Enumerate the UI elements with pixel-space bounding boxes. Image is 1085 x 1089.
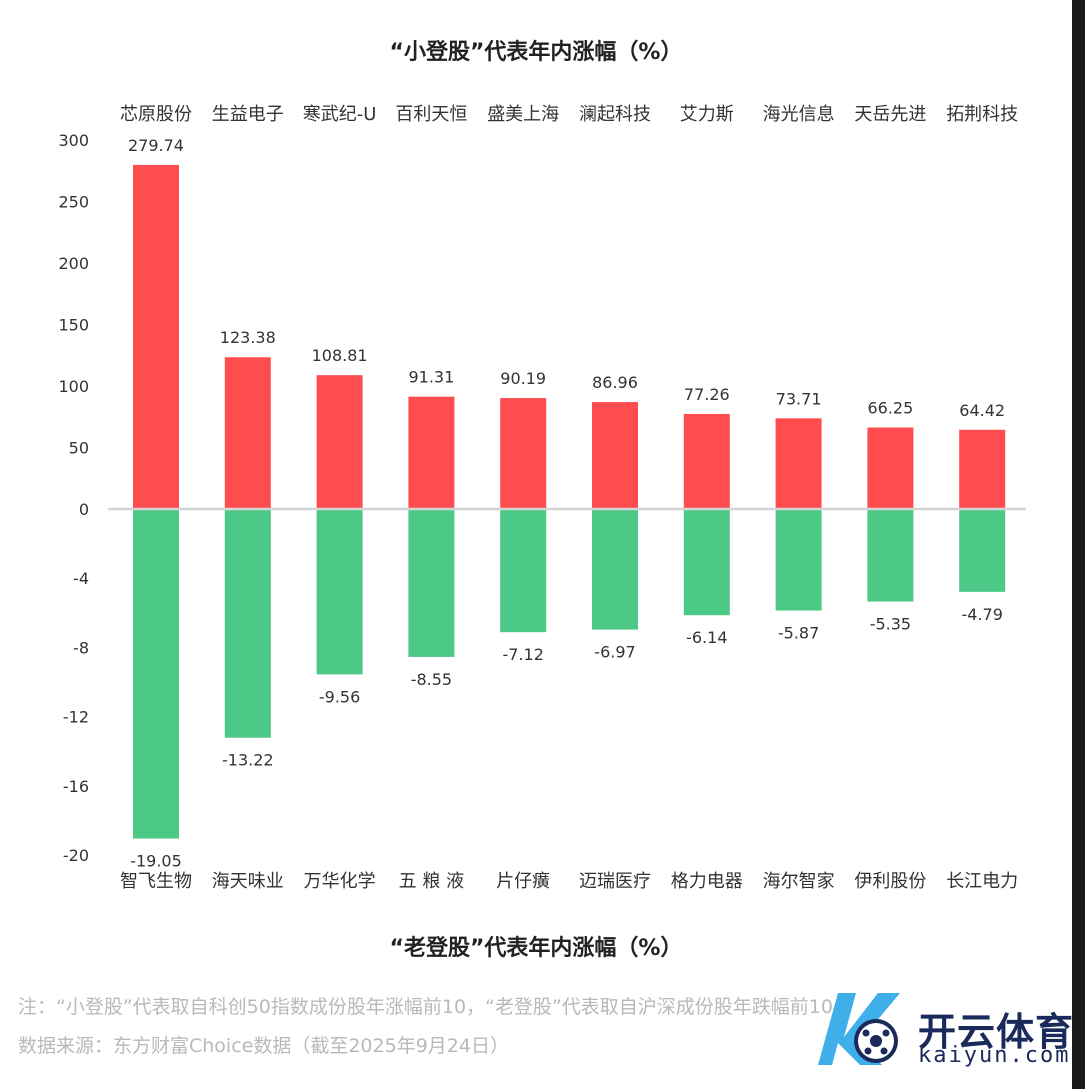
bar-positive: [683, 413, 730, 509]
data-label: -6.97: [594, 643, 635, 662]
data-label: 64.42: [959, 401, 1005, 420]
category-label: 芯原股份: [120, 104, 192, 125]
y-tick-label: 100: [58, 377, 89, 396]
bar-negative: [133, 509, 179, 839]
data-label: 73.71: [776, 389, 822, 408]
y-tick-label: 50: [69, 439, 89, 458]
category-label: 寒武纪-U: [303, 104, 377, 125]
data-label: -5.87: [778, 624, 819, 643]
category-label: 智飞生物: [120, 871, 192, 892]
category-label: 迈瑞医疗: [579, 871, 651, 892]
bar-negative: [408, 509, 455, 657]
data-label: -5.35: [870, 615, 911, 634]
data-label: 91.31: [408, 368, 454, 387]
bar-positive: [959, 429, 1006, 509]
data-label: 123.38: [220, 328, 276, 347]
bar-negative: [683, 509, 730, 616]
y-tick-label: -8: [73, 638, 89, 657]
bar-positive: [500, 398, 547, 509]
bar-positive: [592, 402, 638, 509]
footnote: 注：“小登股”代表取自科创50指数成份股年涨幅前10，“老登股”代表取自沪深成份…: [18, 996, 833, 1018]
bar-negative: [775, 509, 822, 611]
bar-chart: 0 50 100 150 200 250 300 -4 -8 -12 -16 -20 279.74 芯原股…: [58, 104, 1026, 892]
bar-negative: [959, 509, 1006, 592]
category-label: 万华化学: [304, 871, 376, 892]
data-label: -6.14: [686, 628, 727, 647]
data-label: -4.79: [961, 605, 1002, 624]
bar-positive: [867, 427, 914, 509]
right-edge-strip: [1072, 0, 1085, 1089]
category-label: 生益电子: [212, 104, 284, 125]
category-label: 盛美上海: [487, 104, 559, 125]
y-tick-label: -4: [73, 569, 89, 588]
data-label: -9.56: [319, 687, 360, 706]
data-label: 66.25: [867, 399, 913, 418]
bar-positive: [133, 164, 179, 509]
bar-negative: [316, 509, 363, 675]
data-label: -8.55: [411, 670, 452, 689]
watermark-logo: 开云体育 kaiyun.com: [800, 985, 1075, 1075]
category-label: 艾力斯: [680, 104, 734, 125]
bar-positive: [408, 396, 455, 509]
data-label: 108.81: [312, 346, 368, 365]
y-tick-label: 0: [79, 500, 89, 519]
bar-negative: [224, 509, 271, 738]
category-label: 拓荆科技: [946, 104, 1018, 125]
bar-positive: [316, 375, 363, 509]
watermark-text-cn: 开云体育: [918, 1010, 1075, 1054]
category-label: 五 粮 液: [399, 871, 464, 892]
data-label: 90.19: [500, 369, 546, 388]
y-tick-label: -16: [63, 777, 89, 796]
bar-positive: [775, 418, 822, 509]
data-label: 77.26: [684, 385, 730, 404]
category-label: 百利天恒: [395, 104, 467, 125]
category-label: 伊利股份: [854, 871, 926, 892]
bar-negative: [500, 509, 547, 633]
data-label: 279.74: [128, 136, 184, 155]
category-label: 海光信息: [763, 104, 835, 125]
y-tick-label: -20: [63, 846, 89, 865]
data-source: 数据来源：东方财富Choice数据（截至2025年9月24日）: [18, 1035, 509, 1057]
data-label: -7.12: [502, 645, 543, 664]
category-label: 天岳先进: [854, 104, 926, 125]
category-label: 片仔癀: [496, 871, 550, 892]
data-label: 86.96: [592, 373, 638, 392]
data-label: -13.22: [222, 751, 274, 770]
kaiyun-logo-icon: [818, 993, 900, 1065]
top-chart-title: “小登股”代表年内涨幅（%）: [389, 40, 683, 65]
category-label: 长江电力: [946, 871, 1018, 892]
y-tick-label: -12: [63, 708, 89, 727]
y-tick-label: 150: [58, 316, 89, 335]
bar-positive: [224, 357, 271, 509]
bar-negative: [592, 509, 638, 630]
bar-negative: [867, 509, 914, 602]
category-label: 海天味业: [212, 871, 284, 892]
bottom-chart-title: “老登股”代表年内涨幅（%）: [389, 936, 683, 961]
category-label: 海尔智家: [763, 871, 835, 892]
y-tick-label: 250: [58, 193, 89, 212]
y-tick-label: 200: [58, 254, 89, 273]
data-label: -19.05: [130, 852, 182, 871]
category-label: 格力电器: [671, 871, 743, 892]
watermark-text-en: kaiyun.com: [918, 1043, 1071, 1068]
y-tick-label: 300: [58, 131, 89, 150]
category-label: 澜起科技: [579, 104, 651, 125]
